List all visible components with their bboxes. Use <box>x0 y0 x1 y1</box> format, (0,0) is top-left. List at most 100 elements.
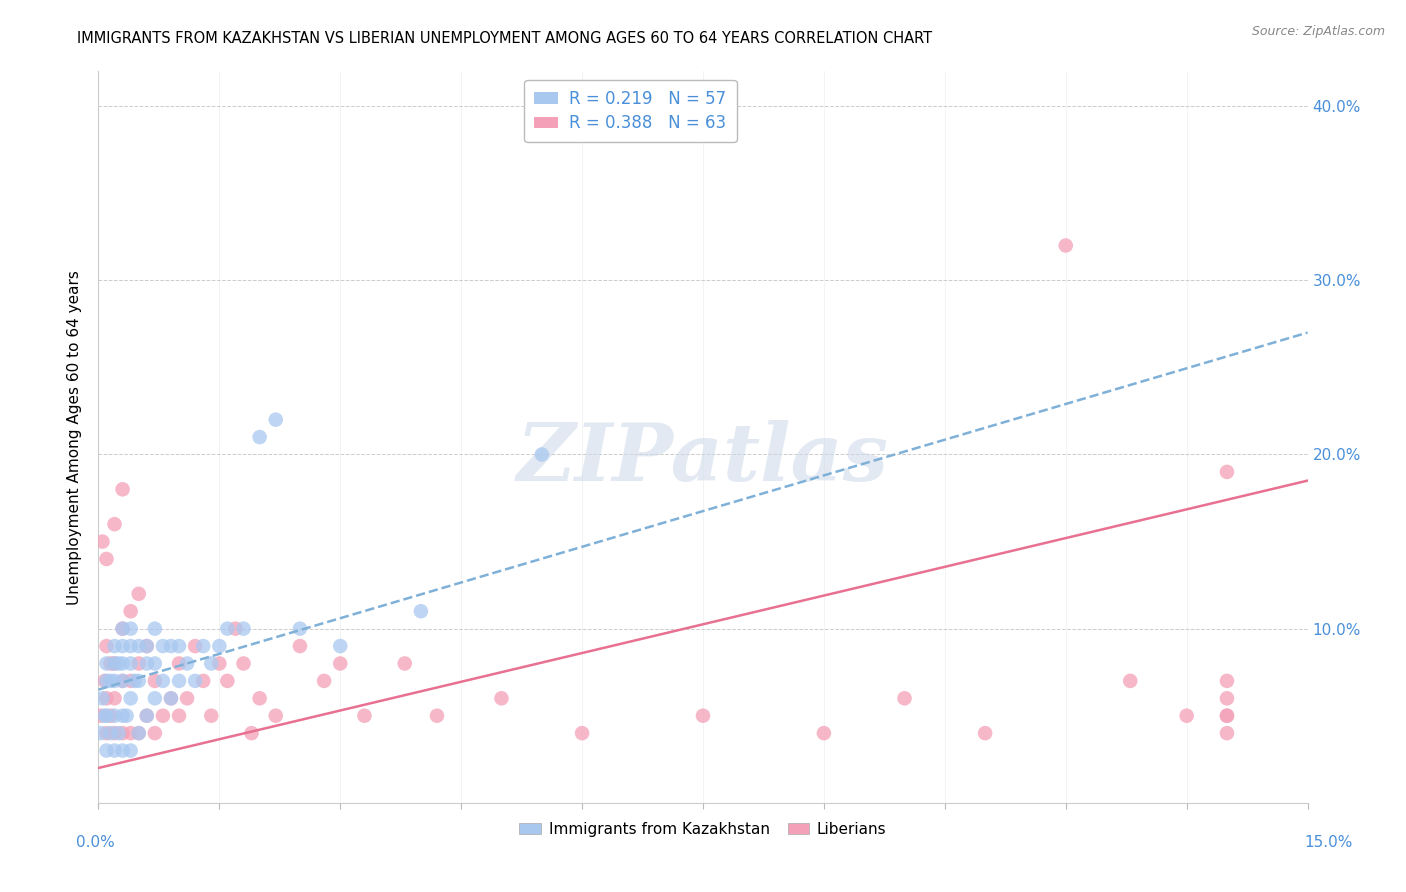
Point <box>143 673 166 688</box>
Point <box>1119 673 1142 688</box>
Point <box>974 726 997 740</box>
Point <box>208 657 231 671</box>
Point <box>143 691 166 706</box>
Point <box>96 657 118 671</box>
Point <box>115 708 138 723</box>
Point <box>91 534 114 549</box>
Point <box>103 673 125 688</box>
Point <box>94 673 117 688</box>
Point <box>120 691 142 706</box>
Point <box>176 657 198 671</box>
Text: IMMIGRANTS FROM KAZAKHSTAN VS LIBERIAN UNEMPLOYMENT AMONG AGES 60 TO 64 YEARS CO: IMMIGRANTS FROM KAZAKHSTAN VS LIBERIAN U… <box>77 31 932 46</box>
Point <box>120 639 142 653</box>
Point <box>90 726 112 740</box>
Point <box>193 639 215 653</box>
Text: 0.0%: 0.0% <box>76 836 115 850</box>
Point <box>288 622 311 636</box>
Point <box>111 657 134 671</box>
Point <box>100 708 122 723</box>
Point <box>96 673 118 688</box>
Point <box>217 622 239 636</box>
Point <box>167 657 190 671</box>
Point <box>100 673 122 688</box>
Point <box>96 708 118 723</box>
Point <box>160 691 183 706</box>
Point <box>1216 673 1239 688</box>
Point <box>120 673 142 688</box>
Point <box>143 657 166 671</box>
Point <box>111 708 134 723</box>
Point <box>111 673 134 688</box>
Point <box>167 639 190 653</box>
Point <box>217 673 239 688</box>
Point <box>96 552 118 566</box>
Point <box>160 691 183 706</box>
Point <box>1216 708 1239 723</box>
Point <box>176 691 198 706</box>
Point <box>1216 708 1239 723</box>
Point <box>96 691 118 706</box>
Point <box>120 743 142 757</box>
Point <box>100 657 122 671</box>
Point <box>107 726 129 740</box>
Point <box>160 639 183 653</box>
Text: Source: ZipAtlas.com: Source: ZipAtlas.com <box>1251 25 1385 38</box>
Text: 15.0%: 15.0% <box>1305 836 1353 850</box>
Point <box>90 708 112 723</box>
Point <box>91 691 114 706</box>
Point <box>103 726 125 740</box>
Point <box>103 657 125 671</box>
Point <box>135 639 157 653</box>
Point <box>329 639 352 653</box>
Point <box>167 673 190 688</box>
Point <box>124 673 146 688</box>
Point <box>128 587 150 601</box>
Point <box>103 657 125 671</box>
Point <box>193 673 215 688</box>
Point <box>143 622 166 636</box>
Point <box>128 639 150 653</box>
Point <box>111 622 134 636</box>
Point <box>232 622 254 636</box>
Point <box>120 657 142 671</box>
Point <box>103 517 125 532</box>
Point <box>426 708 449 723</box>
Point <box>135 657 157 671</box>
Point <box>111 743 134 757</box>
Point <box>314 673 336 688</box>
Point <box>100 726 122 740</box>
Point <box>1054 238 1077 252</box>
Point <box>128 726 150 740</box>
Point <box>103 691 125 706</box>
Point <box>111 622 134 636</box>
Point <box>111 639 134 653</box>
Point <box>128 657 150 671</box>
Point <box>96 726 118 740</box>
Point <box>394 657 416 671</box>
Point <box>94 708 117 723</box>
Point <box>135 639 157 653</box>
Point <box>135 708 157 723</box>
Point <box>249 430 271 444</box>
Point <box>128 673 150 688</box>
Point <box>111 726 134 740</box>
Point <box>107 657 129 671</box>
Point <box>200 657 222 671</box>
Point <box>152 708 174 723</box>
Point <box>152 673 174 688</box>
Y-axis label: Unemployment Among Ages 60 to 64 years: Unemployment Among Ages 60 to 64 years <box>67 269 83 605</box>
Point <box>184 639 207 653</box>
Point <box>184 673 207 688</box>
Point <box>96 639 118 653</box>
Point <box>692 708 714 723</box>
Point <box>1175 708 1198 723</box>
Point <box>120 604 142 618</box>
Point <box>135 708 157 723</box>
Point <box>353 708 375 723</box>
Point <box>96 743 118 757</box>
Point <box>224 622 246 636</box>
Point <box>288 639 311 653</box>
Point <box>530 448 553 462</box>
Point <box>143 726 166 740</box>
Point <box>1216 691 1239 706</box>
